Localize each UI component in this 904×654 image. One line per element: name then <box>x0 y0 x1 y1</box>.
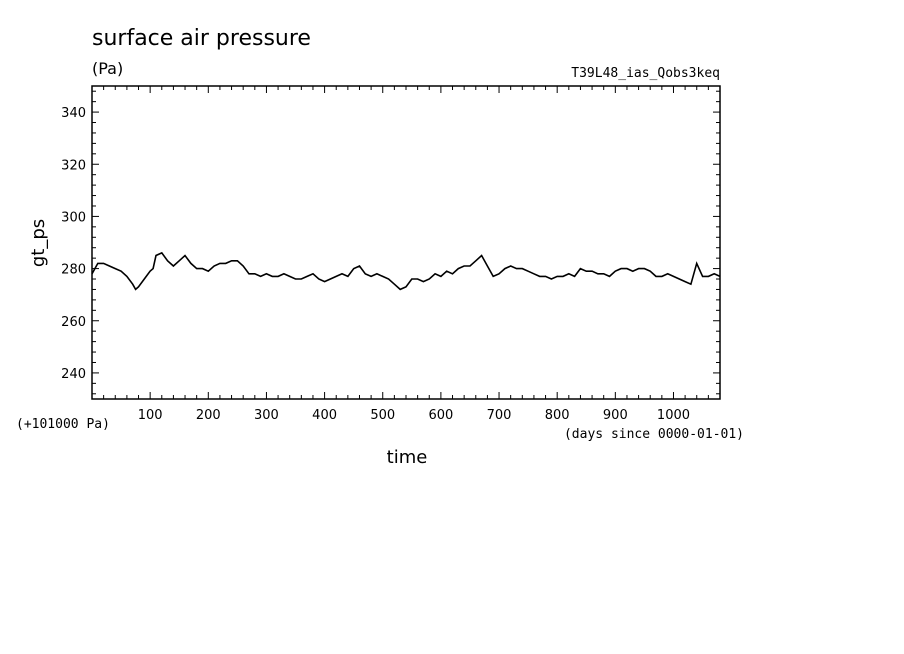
x-tick-label: 1000 <box>657 408 690 423</box>
chart-title: surface air pressure <box>92 26 311 51</box>
x-tick-label: 700 <box>487 408 512 423</box>
units-label: (Pa) <box>92 59 123 78</box>
series-line <box>91 251 721 291</box>
x-tick-label: 300 <box>254 408 279 423</box>
y-tick-label: 320 <box>61 158 86 173</box>
y-tick-label: 260 <box>61 315 86 330</box>
x-tick-label: 100 <box>138 408 163 423</box>
x-tick-label: 400 <box>312 408 337 423</box>
y-tick-label: 300 <box>61 210 86 225</box>
x-tick-label: 800 <box>545 408 570 423</box>
x-tick-label: 200 <box>196 408 221 423</box>
x-tick-label: 900 <box>603 408 628 423</box>
experiment-label: T39L48_ias_Qobs3keq <box>571 66 720 81</box>
x-tick-labels: 100 200 300 400 500 600 700 800 900 1000 <box>138 408 690 423</box>
x-tick-label: 500 <box>370 408 395 423</box>
y-axis-label: gt_ps <box>28 219 49 267</box>
x-tick-label: 600 <box>428 408 453 423</box>
plot-frame <box>91 85 721 400</box>
axis-ticks <box>92 86 720 399</box>
y-tick-label: 340 <box>61 106 86 121</box>
y-tick-labels: 240 260 280 300 320 340 <box>61 106 86 382</box>
x-units-label: (days since 0000-01-01) <box>564 427 744 442</box>
offset-label: (+101000 Pa) <box>16 417 110 432</box>
y-tick-label: 280 <box>61 263 86 278</box>
y-tick-label: 240 <box>61 367 86 382</box>
x-axis-label: time <box>387 447 428 468</box>
